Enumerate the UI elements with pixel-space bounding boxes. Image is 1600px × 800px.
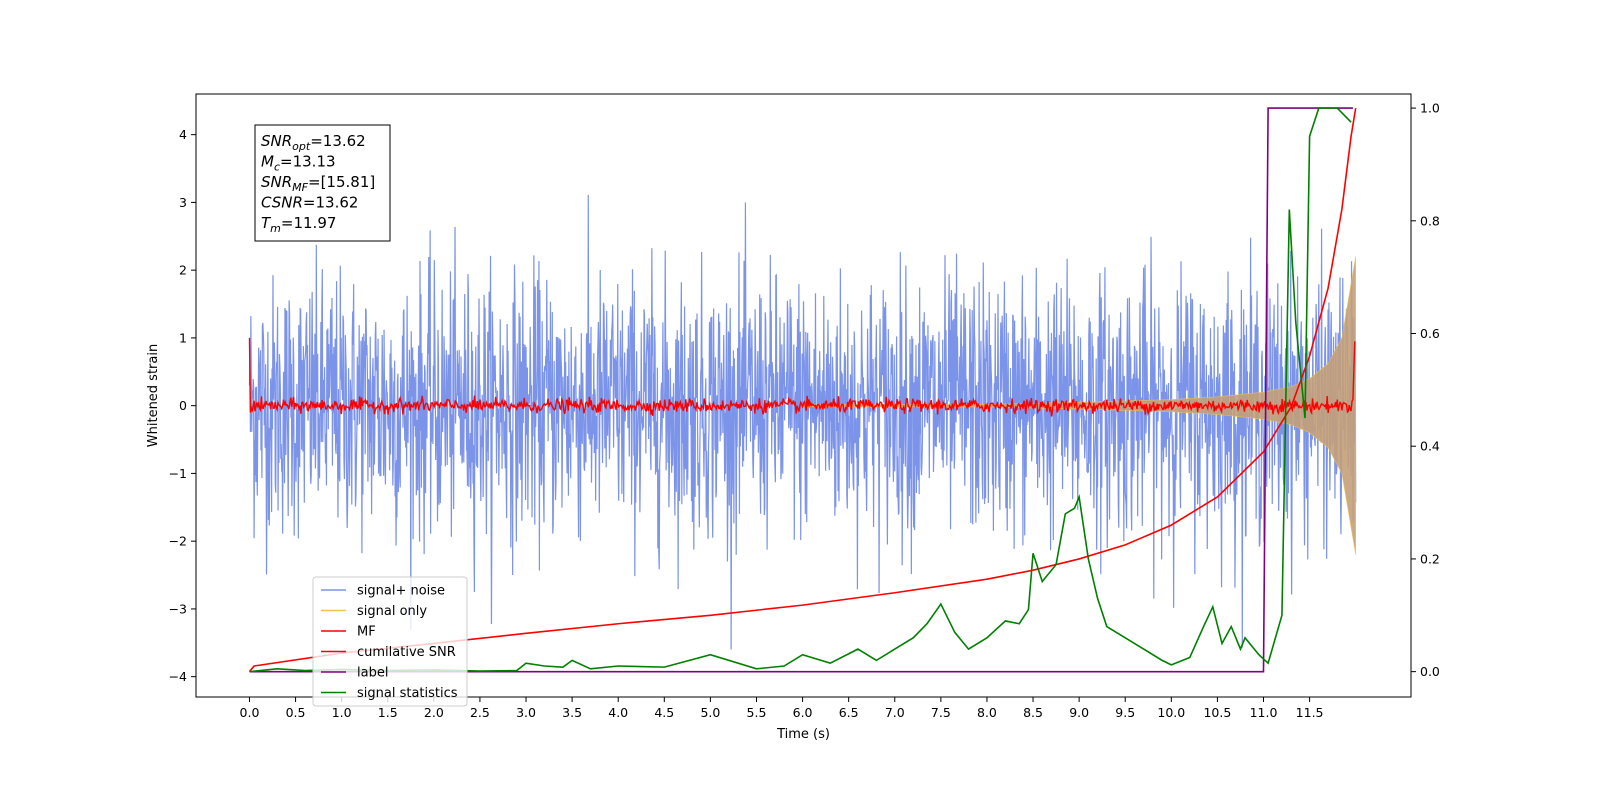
x-tick-label: 1.0	[332, 705, 352, 720]
x-tick-label: 9.5	[1115, 705, 1135, 720]
x-tick-label: 3.0	[516, 705, 536, 720]
series-signal-plus-noise	[248, 194, 1357, 650]
x-tick-label: 10.0	[1157, 705, 1185, 720]
x-tick-label: 10.5	[1203, 705, 1231, 720]
y-axis-label: Whitened strain	[146, 344, 161, 447]
x-tick-label: 8.5	[1023, 705, 1043, 720]
y-tick-label: 0	[179, 398, 187, 413]
legend-label: MF	[357, 625, 376, 640]
series-mf	[248, 337, 1356, 417]
x-tick-label: 2.5	[470, 705, 490, 720]
y2-tick-label: 0.0	[1420, 664, 1440, 679]
plot-frame	[195, 93, 1412, 698]
x-tick-label: 4.0	[608, 705, 628, 720]
y-tick-label: −2	[169, 534, 187, 549]
x-tick-label: 6.5	[839, 705, 859, 720]
stats-line: SNRopt=13.62	[261, 132, 366, 153]
y-tick-label: −1	[169, 466, 187, 481]
series-signal-statistics	[249, 107, 1352, 673]
y-tick-label: −4	[169, 669, 187, 684]
stats-line: SNRMF=[15.81]	[261, 173, 375, 194]
x-tick-label: 4.5	[654, 705, 674, 720]
x-tick-label: 7.5	[931, 705, 951, 720]
legend-label: signal+ noise	[357, 584, 445, 599]
y2-tick-label: 1.0	[1420, 101, 1440, 116]
x-tick-label: 2.0	[424, 705, 444, 720]
y2-tick-label: 0.8	[1420, 213, 1440, 228]
legend-label: cumilative SNR	[357, 645, 456, 660]
y2-tick-label: 0.4	[1420, 439, 1440, 454]
legend: signal+ noise signal only MF cumilative SNR…	[312, 576, 468, 707]
x-tick-label: 9.0	[1069, 705, 1089, 720]
legend-frame	[312, 576, 468, 707]
stats-line: Mc=13.13	[261, 153, 336, 174]
x-tick-label: 8.0	[977, 705, 997, 720]
y-tick-label: 1	[179, 330, 187, 345]
legend-label: signal statistics	[357, 686, 458, 701]
y2-tick-label: 0.6	[1420, 326, 1440, 341]
x-tick-label: 3.5	[562, 705, 582, 720]
y-tick-label: 3	[179, 195, 187, 210]
x-tick-label: 0.5	[286, 705, 306, 720]
y-tick-label: −3	[169, 601, 187, 616]
y-tick-label: 4	[179, 127, 187, 142]
series-label	[249, 107, 1353, 673]
stats-annotation-box: SNRopt=13.62Mc=13.13SNRMF=[15.81]CSNR=13…	[254, 124, 391, 242]
x-tick-label: 11.0	[1250, 705, 1278, 720]
stats-line: CSNR=13.62	[261, 194, 358, 212]
x-tick-label: 6.0	[793, 705, 813, 720]
series-layer	[248, 107, 1357, 673]
x-tick-label: 5.5	[747, 705, 767, 720]
x-tick-label: 7.0	[885, 705, 905, 720]
legend-label: label	[357, 666, 388, 681]
legend-label: signal only	[357, 604, 427, 619]
x-tick-label: 11.5	[1296, 705, 1324, 720]
stats-line: Tm=11.97	[261, 214, 336, 235]
x-tick-label: 5.0	[700, 705, 720, 720]
x-tick-label: 0.0	[240, 705, 260, 720]
x-tick-label: 1.5	[378, 705, 398, 720]
y-tick-label: 2	[179, 263, 187, 278]
ticks-layer: 0.0 0.5 1.0 1.5 2.0 2.5 3.0 3.5 4.0 4.5 5.0 5.5 6.0 6…	[169, 101, 1440, 720]
stats-box-frame	[254, 124, 391, 242]
y2-tick-label: 0.2	[1420, 551, 1440, 566]
x-axis-label: Time (s)	[776, 727, 830, 742]
